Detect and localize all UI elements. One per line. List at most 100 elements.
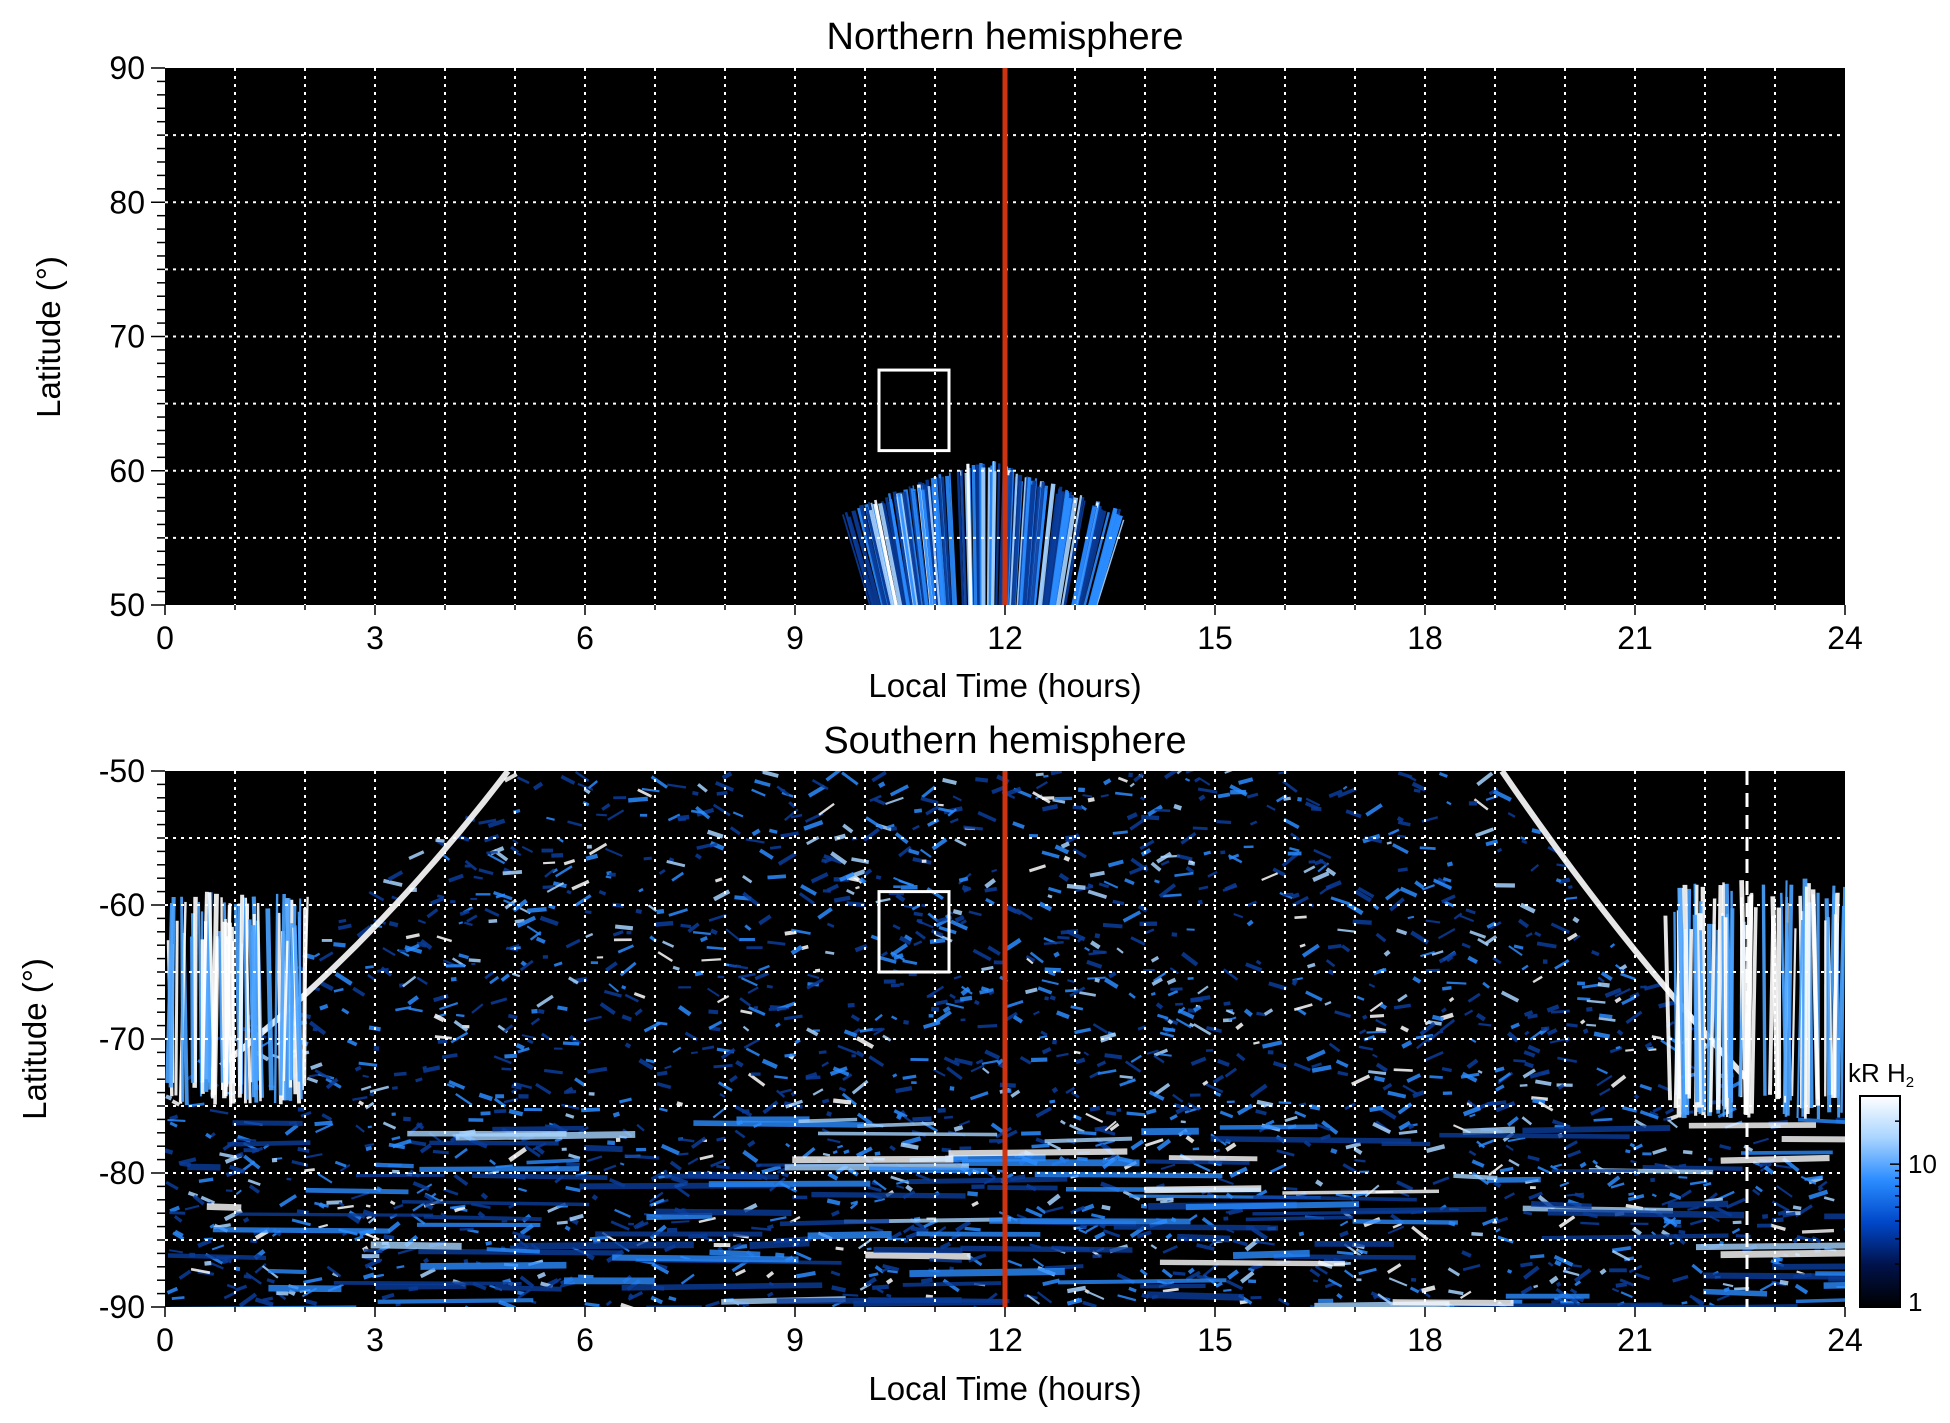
south-emission-dash — [1550, 922, 1570, 934]
south-emission-fan — [1805, 883, 1811, 1115]
south-emission-fan — [190, 936, 195, 1083]
south-emission-dash — [1337, 1070, 1349, 1077]
south-emission-dash — [1107, 859, 1124, 868]
south-emission-fan — [1837, 905, 1845, 1097]
south-emission-dash — [1193, 1162, 1211, 1172]
south-emission-dash — [843, 1029, 858, 1038]
south-emission-dash — [896, 1179, 909, 1185]
south-emission-dash — [1475, 827, 1495, 838]
south-emission-dash — [541, 1032, 551, 1041]
south-emission-dash — [1569, 1288, 1578, 1295]
south-emission-dash — [759, 848, 774, 860]
south-emission-dash — [1059, 1119, 1066, 1125]
south-emission-dash — [1437, 928, 1456, 940]
south-emission-dash — [1162, 1027, 1176, 1033]
south-emission-dash — [768, 1007, 787, 1011]
south-emission-dash — [740, 1009, 753, 1015]
south-emission-dash — [342, 1232, 347, 1237]
south-emission-dash — [1663, 1117, 1672, 1121]
south-emission-dash — [248, 1184, 261, 1194]
south-xtick-label: 0 — [156, 1322, 174, 1358]
south-emission-dash — [1422, 884, 1435, 891]
south-emission-dash — [1246, 919, 1254, 927]
south-emission-dash — [1272, 867, 1286, 877]
north-ytick-label: 70 — [109, 319, 145, 355]
south-emission-dash — [1194, 777, 1201, 783]
south-emission-dash — [1531, 1096, 1548, 1102]
south-emission-dash — [1292, 978, 1298, 984]
south-emission-dash — [754, 779, 771, 787]
south-emission-dash — [1443, 900, 1455, 908]
south-emission-dash — [1222, 884, 1238, 892]
south-emission-dash — [1228, 1207, 1244, 1216]
south-emission-dash — [868, 1055, 885, 1067]
south-emission-dash — [1116, 947, 1124, 954]
south-emission-dash — [284, 1123, 299, 1136]
south-emission-dash — [1066, 1285, 1087, 1294]
south-emission-fan — [293, 925, 302, 1082]
south-emission-dash — [190, 1267, 211, 1275]
south-emission-dash — [801, 944, 809, 951]
south-emission-dash — [1593, 1117, 1613, 1122]
south-emission-dash — [1379, 1003, 1388, 1010]
south-emission-dash — [954, 1057, 973, 1066]
south-emission-dash — [716, 790, 728, 796]
south-emission-dash — [1572, 1264, 1582, 1268]
south-ticks — [151, 770, 1846, 1317]
south-emission-dash — [1070, 1205, 1085, 1215]
south-emission-dash — [305, 1153, 323, 1159]
south-emission-dash — [553, 961, 563, 967]
south-emission-dash — [509, 845, 520, 854]
north-emission-streak — [937, 478, 950, 605]
north-emission-streak — [1019, 477, 1032, 605]
south-emission-dash — [1372, 1053, 1378, 1058]
south-emission-dash — [405, 933, 420, 940]
south-emission-fan — [1796, 919, 1804, 1118]
south-emission-dash — [1600, 971, 1613, 981]
south-emission-dash — [503, 1024, 514, 1033]
south-emission-dash — [532, 781, 544, 791]
south-emission-dash — [391, 1135, 401, 1141]
south-emission-dash — [706, 829, 724, 839]
south-emission-dash — [660, 1143, 680, 1156]
south-emission-dash — [1318, 858, 1329, 867]
north-emission-streak — [1041, 493, 1059, 605]
south-emission-dash — [898, 845, 912, 858]
north-emission-streak — [961, 469, 968, 605]
south-emission-dash — [1500, 990, 1520, 1003]
south-emission-dash — [931, 837, 948, 851]
south-emission-band — [492, 1125, 584, 1132]
south-emission-dash — [1079, 1223, 1088, 1230]
south-emission-dash — [1464, 1009, 1474, 1016]
south-emission-dash — [362, 1272, 375, 1280]
south-emission-dash — [577, 782, 594, 791]
south-emission-dash — [742, 874, 753, 884]
south-emission-dash — [300, 1111, 312, 1118]
south-emission-band — [1454, 1302, 1663, 1307]
south-emission-dash — [656, 1070, 668, 1077]
south-emission-dash — [891, 1015, 898, 1021]
south-emission-dash — [912, 824, 920, 831]
south-emission-dash — [1796, 1234, 1816, 1243]
south-emission-dash — [738, 972, 756, 979]
south-emission-dash — [1441, 1066, 1452, 1073]
south-emission-dash — [1639, 1110, 1659, 1120]
south-emission-dash — [1161, 1268, 1173, 1279]
south-emission-dash — [169, 1121, 178, 1128]
south-emission-dash — [1176, 853, 1193, 862]
south-emission-fan — [174, 920, 179, 1096]
south-emission-dash — [1035, 1106, 1052, 1118]
south-emission-band — [948, 1148, 1128, 1157]
south-emission-dash — [1083, 1051, 1090, 1056]
south-emission-dash — [769, 845, 782, 850]
south-emission-dash — [766, 1271, 775, 1279]
north-emission-streak — [991, 471, 997, 605]
south-emission-dash — [526, 1038, 534, 1045]
south-emission-dash — [1546, 1004, 1560, 1013]
north-emission-streak — [901, 492, 921, 605]
south-emission-dash — [1154, 808, 1171, 813]
south-emission-dash — [463, 921, 473, 927]
south-emission-dash — [1369, 1105, 1384, 1113]
south-emission-dash — [1680, 1189, 1692, 1198]
south-emission-band — [377, 1298, 534, 1304]
